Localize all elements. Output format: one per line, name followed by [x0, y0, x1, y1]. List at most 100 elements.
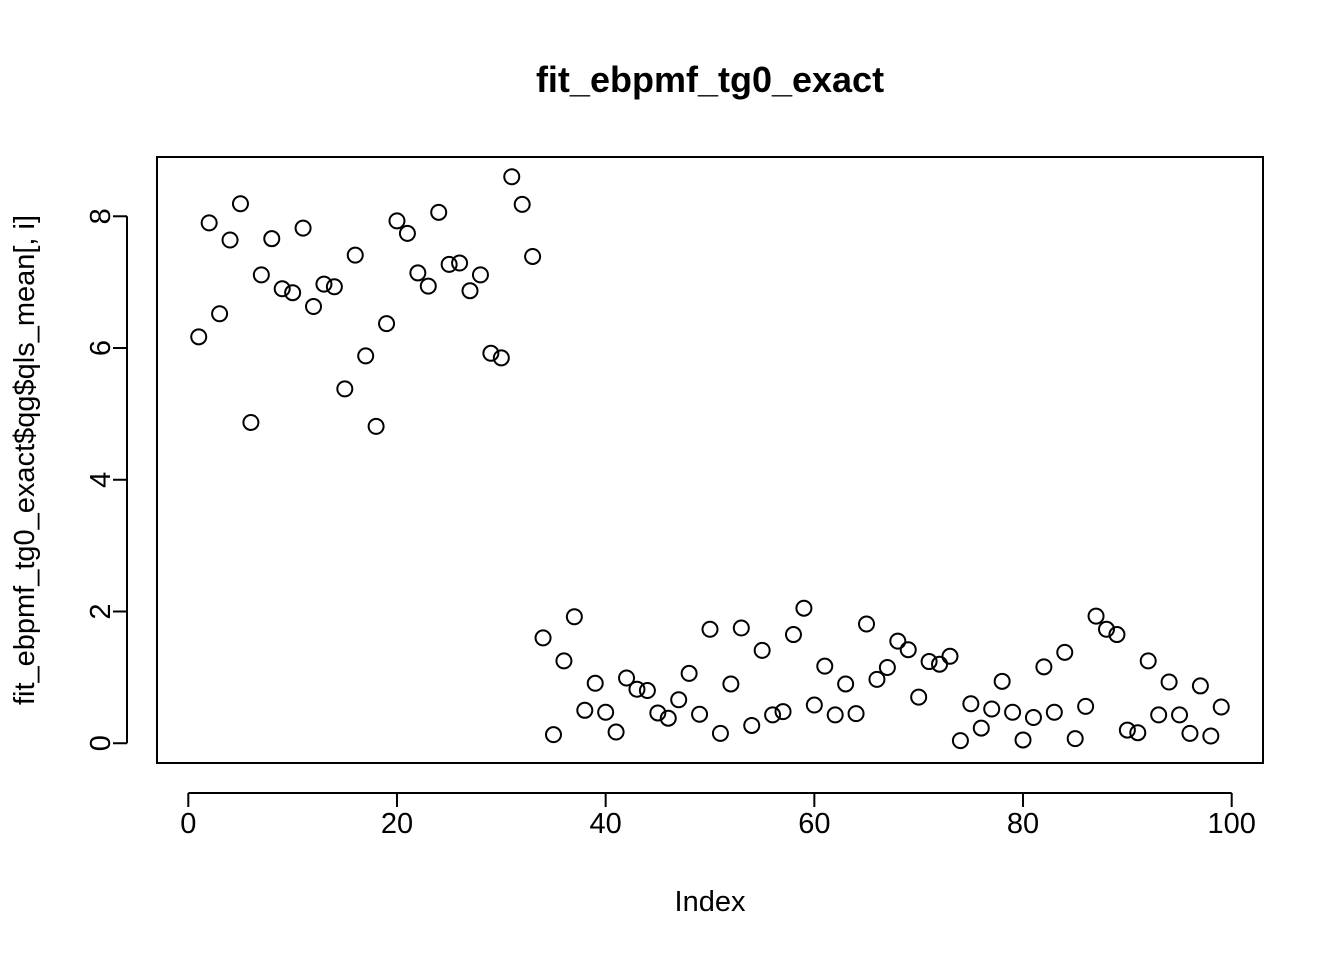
data-point: [231, 195, 249, 213]
data-point: [1035, 658, 1053, 676]
data-point: [471, 266, 489, 284]
x-tick-label: 0: [180, 808, 196, 840]
x-tick-label: 60: [798, 808, 830, 840]
data-point: [837, 675, 855, 693]
x-tick-label: 100: [1208, 808, 1256, 840]
data-point: [858, 615, 876, 633]
y-axis-label: fit_ebpmf_tg0_exact$qg$qls_mean[, i]: [9, 215, 41, 705]
data-point: [607, 723, 625, 741]
data-point: [941, 647, 959, 665]
data-point: [1066, 730, 1084, 748]
data-point: [691, 705, 709, 723]
data-point: [774, 703, 792, 721]
data-point: [972, 719, 990, 737]
data-point: [1139, 652, 1157, 670]
data-point: [378, 315, 396, 333]
data-point: [1129, 724, 1147, 742]
y-axis: 0 2 4 6 8: [85, 208, 128, 751]
data-point: [1077, 697, 1095, 715]
data-point: [221, 231, 239, 249]
y-tick-label: 4: [85, 472, 117, 488]
data-point: [649, 704, 667, 722]
data-point: [336, 380, 354, 398]
data-point: [273, 280, 291, 298]
data-point: [294, 219, 312, 237]
data-point: [398, 224, 416, 242]
y-tick-label: 6: [85, 340, 117, 356]
x-tick-label: 80: [1007, 808, 1039, 840]
data-point: [680, 664, 698, 682]
data-point: [753, 641, 771, 659]
x-tick-label: 20: [381, 808, 413, 840]
data-point: [451, 254, 469, 272]
data-point: [576, 701, 594, 719]
data-point: [1097, 620, 1115, 638]
data-point: [618, 669, 636, 687]
data-point: [743, 716, 761, 734]
data-point: [816, 657, 834, 675]
data-point: [565, 608, 583, 626]
data-point: [513, 195, 531, 213]
data-point: [419, 277, 437, 295]
data-point: [388, 212, 406, 230]
data-point: [1191, 677, 1209, 695]
data-point: [659, 709, 677, 727]
y-tick-label: 2: [85, 603, 117, 619]
data-point: [1212, 698, 1230, 716]
data-point: [1160, 673, 1178, 691]
data-point: [305, 298, 323, 316]
data-points: [190, 168, 1230, 750]
data-point: [701, 620, 719, 638]
data-point: [482, 344, 500, 362]
data-point: [638, 682, 656, 700]
data-point: [263, 230, 281, 248]
data-point: [586, 674, 604, 692]
data-point: [795, 599, 813, 617]
plot-frame: [156, 156, 1264, 764]
data-point: [242, 413, 260, 431]
data-point: [889, 632, 907, 650]
data-point: [910, 688, 928, 706]
data-point: [597, 703, 615, 721]
data-point: [878, 658, 896, 676]
data-point: [357, 347, 375, 365]
data-point: [847, 705, 865, 723]
data-point: [732, 619, 750, 637]
data-point: [367, 417, 385, 435]
data-point: [951, 732, 969, 750]
data-point: [1171, 706, 1189, 724]
data-point: [1087, 607, 1105, 625]
data-point: [1118, 721, 1136, 739]
data-point: [534, 629, 552, 647]
data-point: [993, 672, 1011, 690]
data-point: [826, 706, 844, 724]
data-point: [1004, 703, 1022, 721]
data-point: [983, 700, 1001, 718]
x-axis: 0 20 40 60 80 100: [180, 792, 1256, 840]
data-point: [346, 246, 364, 264]
data-point: [1108, 626, 1126, 644]
data-point: [1181, 724, 1199, 742]
data-point: [899, 641, 917, 659]
data-point: [1014, 731, 1032, 749]
data-point: [1202, 727, 1220, 745]
data-point: [440, 255, 458, 273]
data-point: [1045, 703, 1063, 721]
data-point: [200, 214, 218, 232]
x-tick-label: 40: [590, 808, 622, 840]
data-point: [1150, 706, 1168, 724]
data-point: [544, 726, 562, 744]
data-point: [764, 706, 782, 724]
chart-title: fit_ebpmf_tg0_exact: [536, 59, 884, 100]
data-point: [284, 284, 302, 302]
data-point: [461, 282, 479, 300]
data-point: [430, 203, 448, 221]
x-axis-label: Index: [675, 886, 746, 918]
data-point: [805, 696, 823, 714]
data-point: [211, 305, 229, 323]
data-point: [1056, 643, 1074, 661]
data-point: [325, 278, 343, 296]
data-point: [931, 655, 949, 673]
data-point: [868, 670, 886, 688]
data-point: [711, 724, 729, 742]
